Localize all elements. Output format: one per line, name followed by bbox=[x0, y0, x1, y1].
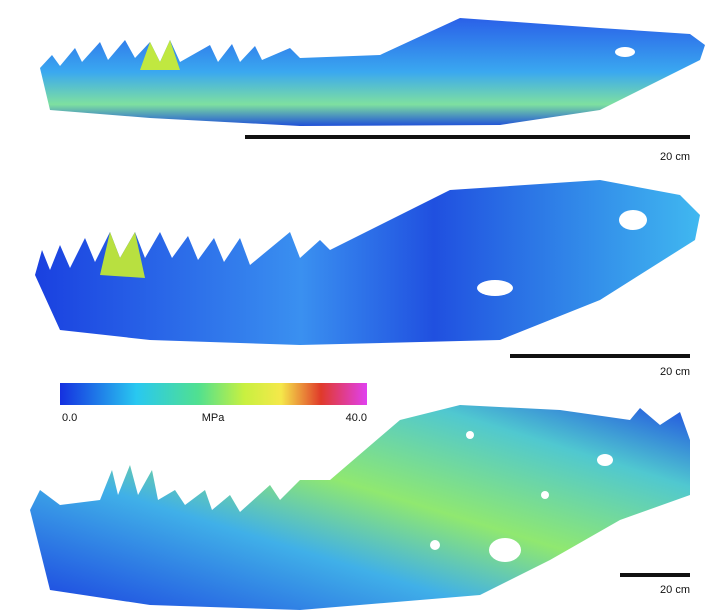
figure: 20 cm 20 cm 0.0 MPa 40.0 20 cm bbox=[0, 0, 711, 615]
jaw-2 bbox=[35, 180, 700, 345]
scale-label: 20 cm bbox=[660, 366, 690, 378]
colorbar-unit: MPa bbox=[202, 412, 226, 424]
page: {"panels": [{"scale_label": "20 cm"}, {"… bbox=[0, 0, 711, 615]
jaw-3 bbox=[30, 405, 690, 610]
scale-label: 20 cm bbox=[660, 584, 690, 596]
colorbar bbox=[60, 383, 367, 405]
scale-label: 20 cm bbox=[660, 151, 690, 163]
jaw-1 bbox=[40, 18, 705, 126]
colorbar-max: 40.0 bbox=[346, 412, 367, 424]
colorbar-min: 0.0 bbox=[62, 412, 77, 424]
